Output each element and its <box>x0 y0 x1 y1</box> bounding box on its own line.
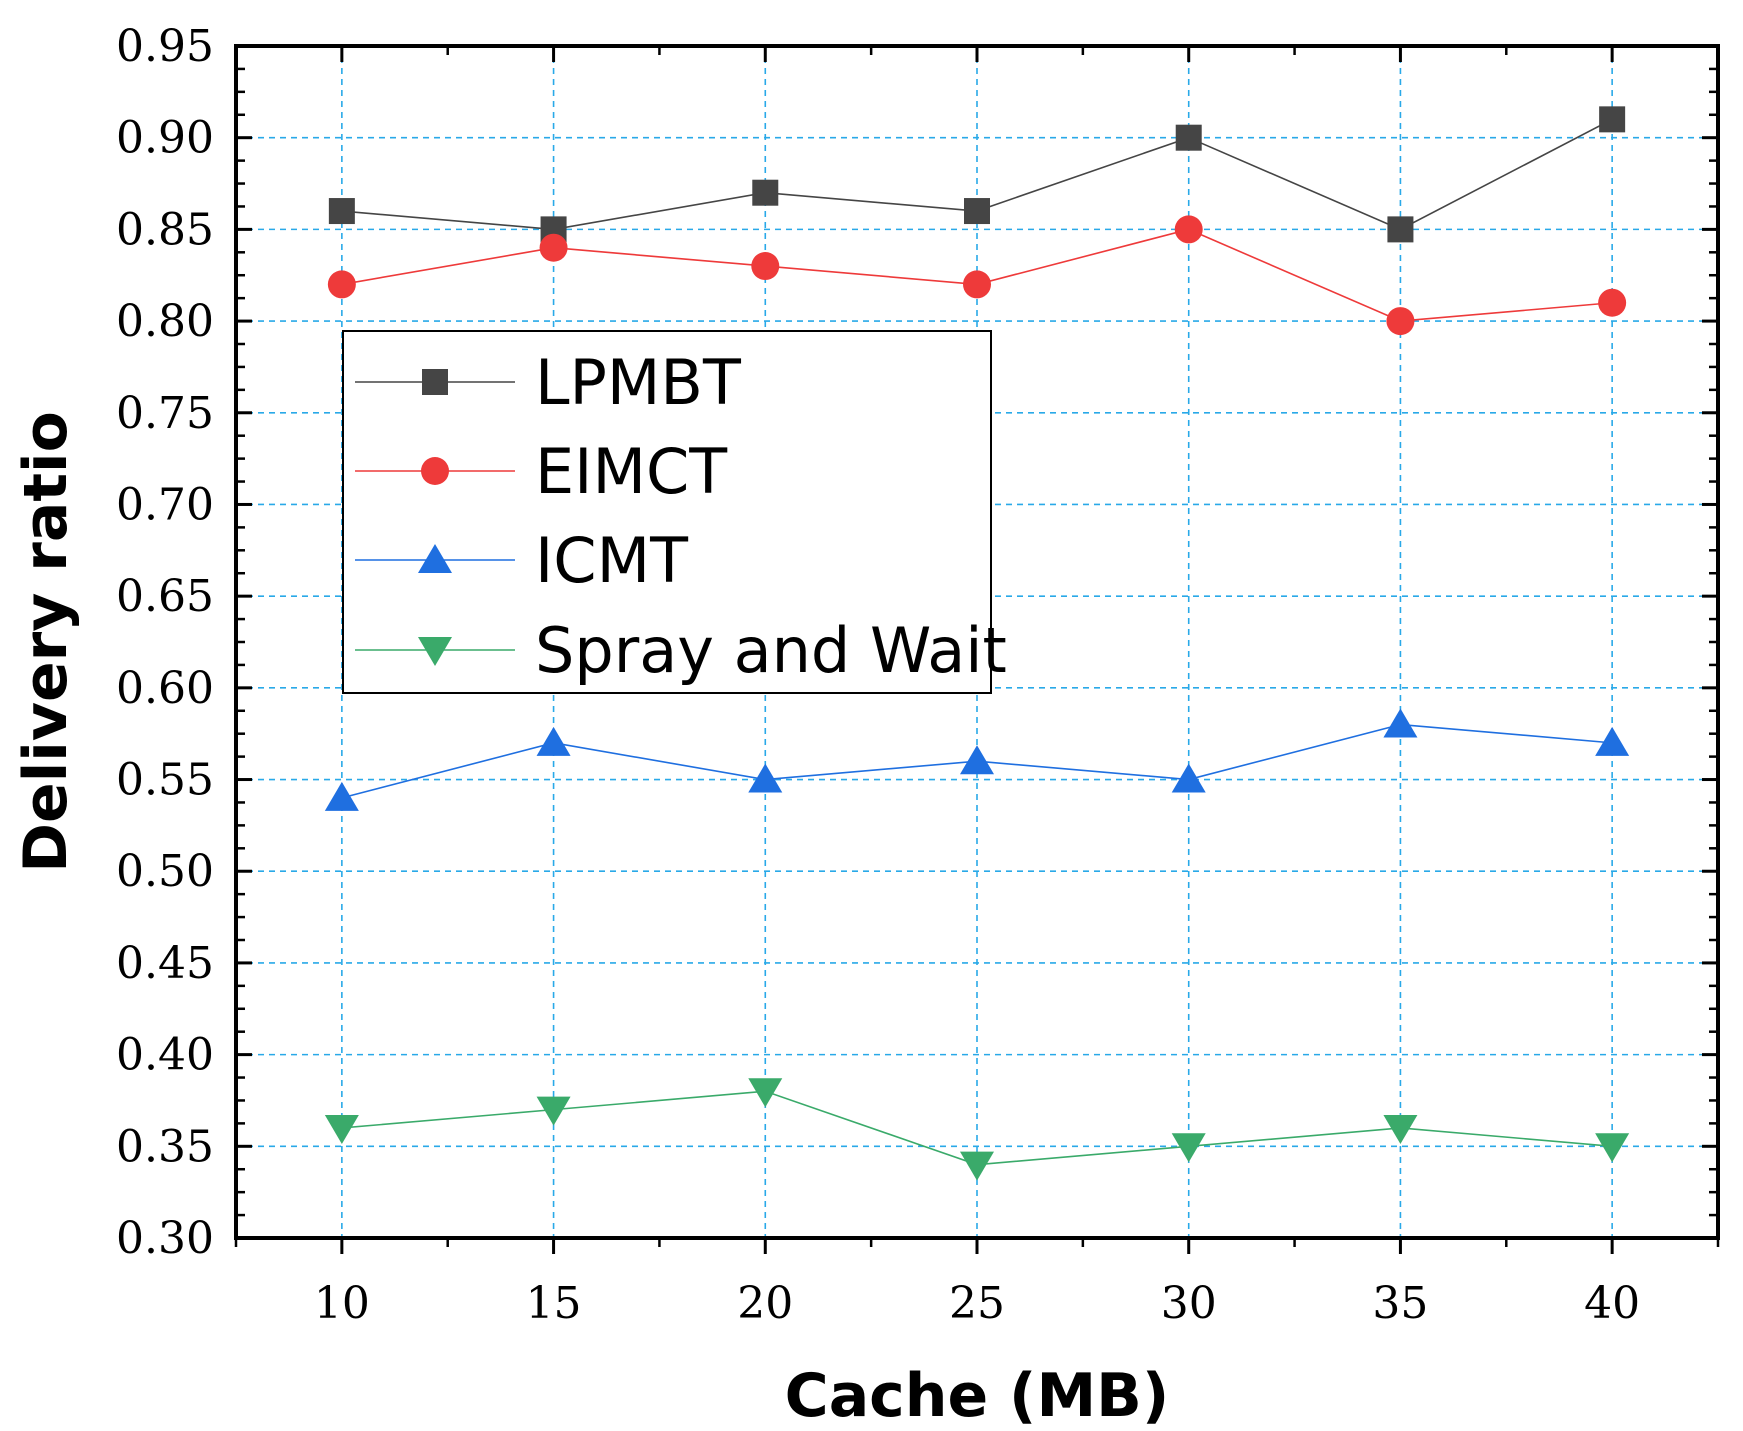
legend-marker-lpmbt <box>422 369 448 395</box>
legend-label-lpmbt: LPMBT <box>535 346 742 419</box>
data-point-spray-and-wait <box>1171 1133 1206 1163</box>
data-point-spray-and-wait <box>960 1151 994 1181</box>
data-point-eimct <box>539 233 568 262</box>
data-point-eimct <box>1386 307 1415 336</box>
x-tick-label: 10 <box>314 1278 370 1329</box>
x-tick-label: 35 <box>1372 1278 1428 1329</box>
legend-label-icmt: ICMT <box>535 524 689 597</box>
y-tick-label: 0.80 <box>116 296 214 347</box>
legend-box <box>342 330 992 694</box>
y-tick-label: 0.40 <box>116 1030 214 1081</box>
y-tick-label: 0.55 <box>116 755 214 806</box>
data-point-lpmbt <box>752 179 779 206</box>
legend-label-eimct: EIMCT <box>535 435 728 508</box>
legend-marker-icmt <box>418 544 452 573</box>
data-point-icmt <box>536 726 571 756</box>
data-point-spray-and-wait <box>536 1096 571 1126</box>
data-point-eimct <box>1174 215 1203 244</box>
data-point-eimct <box>963 270 991 299</box>
legend-marker-spray-and-wait <box>418 637 452 666</box>
data-point-icmt <box>1383 708 1418 738</box>
data-point-lpmbt <box>964 198 990 225</box>
legend-marker-eimct <box>421 457 449 485</box>
data-point-icmt <box>748 763 783 793</box>
y-tick-label: 0.60 <box>116 663 214 714</box>
data-point-spray-and-wait <box>324 1114 359 1144</box>
legend-label-spray-and-wait: Spray and Wait <box>535 614 1007 687</box>
data-point-icmt <box>960 745 994 775</box>
x-axis-title: Cache (MB) <box>785 1361 1170 1431</box>
x-tick-label: 20 <box>737 1278 793 1329</box>
data-series <box>324 106 1630 1181</box>
y-tick-label: 0.35 <box>116 1121 214 1172</box>
data-point-lpmbt <box>1175 124 1202 151</box>
axes: 0.30 0.35 0.40 0.45 0.50 0.55 0.60 0.65 0.70 0.75… <box>116 21 1720 1329</box>
y-axis-title: Delivery ratio <box>11 411 81 873</box>
data-point-icmt <box>324 781 359 811</box>
y-tick-label: 0.85 <box>116 204 214 255</box>
data-point-lpmbt <box>1387 216 1414 243</box>
y-tick-label: 0.95 <box>116 21 214 72</box>
y-tick-label: 0.75 <box>116 388 214 439</box>
y-tick-label: 0.90 <box>116 113 214 164</box>
x-tick-label: 15 <box>526 1278 582 1329</box>
data-point-spray-and-wait <box>1595 1133 1630 1163</box>
data-point-spray-and-wait <box>1383 1114 1418 1144</box>
data-point-icmt <box>1595 726 1630 756</box>
data-point-eimct <box>327 270 356 299</box>
data-point-eimct <box>1598 288 1627 317</box>
data-point-eimct <box>751 252 780 281</box>
y-tick-label: 0.50 <box>116 846 214 897</box>
data-point-spray-and-wait <box>748 1078 783 1108</box>
x-tick-label: 25 <box>949 1278 1005 1329</box>
y-tick-label: 0.30 <box>116 1213 214 1264</box>
x-tick-label: 40 <box>1584 1278 1640 1329</box>
x-tick-label: 30 <box>1161 1278 1217 1329</box>
data-point-lpmbt <box>1599 106 1626 133</box>
y-tick-label: 0.65 <box>116 571 214 622</box>
data-point-icmt <box>1171 763 1206 793</box>
y-tick-label: 0.45 <box>116 938 214 989</box>
data-point-lpmbt <box>328 198 355 225</box>
y-tick-label: 0.70 <box>116 479 214 530</box>
legend: LPMBT EIMCT ICMT Spray and Wait <box>342 330 1007 694</box>
